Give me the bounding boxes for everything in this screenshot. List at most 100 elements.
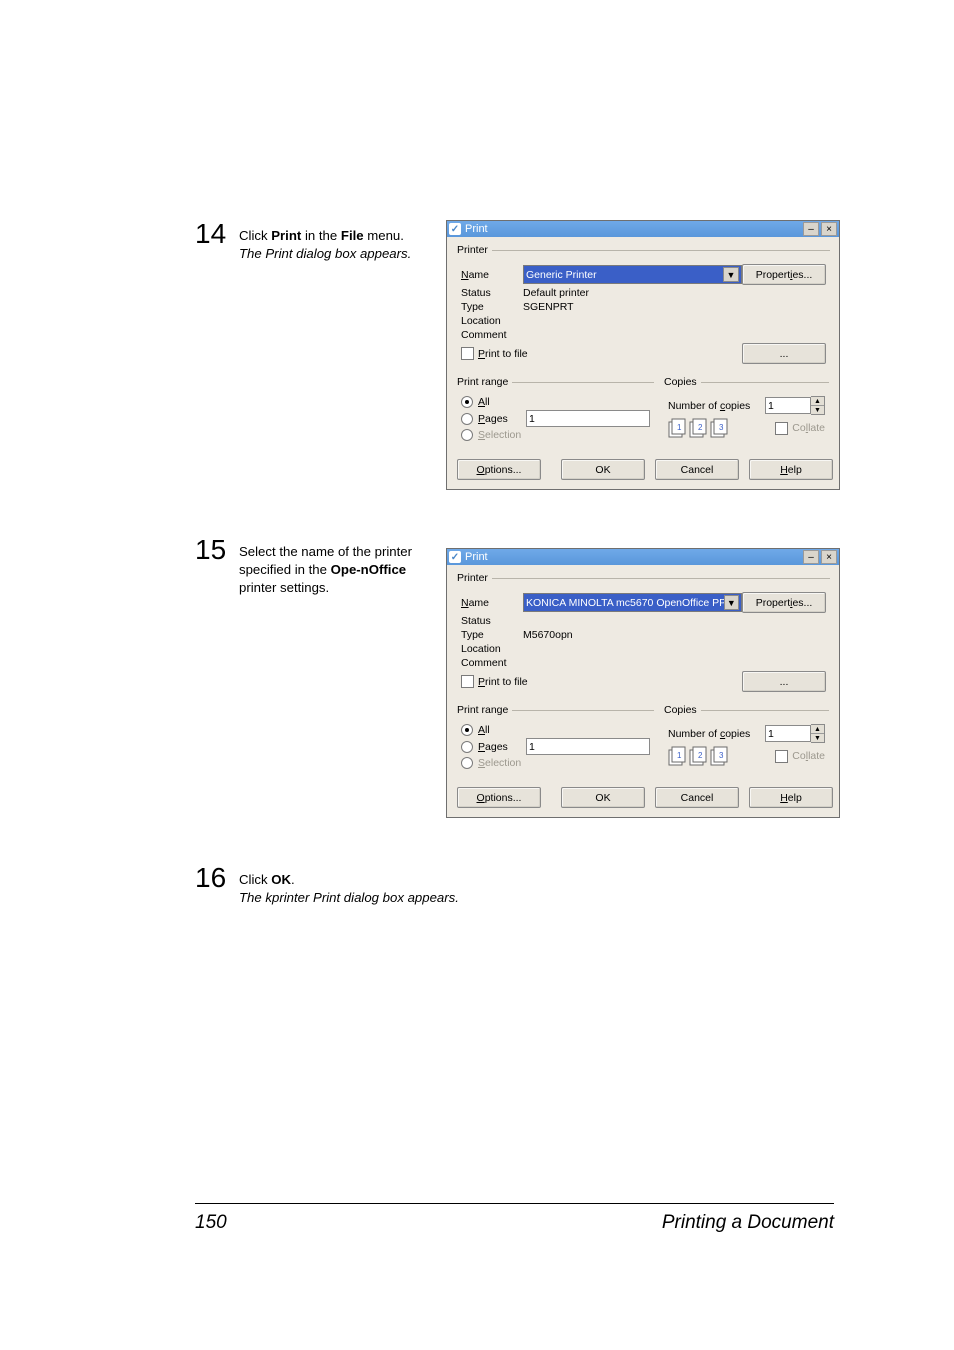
help-button[interactable]: Help [749, 459, 833, 480]
num-copies-input[interactable] [765, 725, 811, 742]
type-label: Type [461, 301, 523, 313]
spin-up-icon[interactable]: ▲ [811, 725, 824, 734]
range-all-label: All [478, 396, 490, 408]
dialog-button-row: Options... OK Cancel Help [457, 453, 829, 480]
text-bold: Ope-nOffice [331, 562, 406, 577]
printer-select[interactable]: Generic Printer ▼ [523, 265, 742, 284]
name-label: Name [461, 269, 523, 281]
num-copies-label: Number of copies [668, 728, 765, 740]
print-to-file-label: Print to file [478, 676, 528, 688]
range-all-radio[interactable] [461, 724, 473, 736]
type-label: Type [461, 629, 523, 641]
options-button[interactable]: Options... [457, 459, 541, 480]
range-selection-radio[interactable] [461, 757, 473, 769]
range-all-radio[interactable] [461, 396, 473, 408]
copies-group: Copies Number of copies ▲▼ [664, 376, 829, 447]
properties-button[interactable]: Properties... [742, 592, 826, 613]
text-bold: File [341, 228, 364, 243]
close-button[interactable]: × [821, 550, 837, 564]
text: menu. [364, 228, 404, 243]
name-label: Name [461, 597, 523, 609]
page-number: 150 [195, 1212, 227, 1234]
text-bold: OK [271, 872, 291, 887]
text: printer settings. [239, 580, 329, 595]
minimize-button[interactable]: – [803, 222, 819, 236]
svg-text:1: 1 [677, 423, 682, 432]
svg-text:3: 3 [719, 751, 724, 760]
svg-text:1: 1 [677, 751, 682, 760]
print-dialog: ✓ Print – × Printer Name Generic Pri [446, 220, 840, 490]
text: Click [239, 228, 271, 243]
range-selection-radio[interactable] [461, 429, 473, 441]
ok-button[interactable]: OK [561, 459, 645, 480]
printer-select[interactable]: KONICA MINOLTA mc5670 OpenOffice PPD ▼ [523, 593, 742, 612]
step-14: 14 Click Print in the File menu. The Pri… [195, 220, 840, 490]
window-icon: ✓ [449, 551, 461, 563]
svg-text:2: 2 [698, 423, 703, 432]
ok-button[interactable]: OK [561, 787, 645, 808]
print-to-file-label: Print to file [478, 348, 528, 360]
step-number: 16 [195, 864, 239, 892]
collate-checkbox[interactable] [775, 422, 788, 435]
location-label: Location [461, 643, 523, 655]
step-15: 15 Select the name of the printer specif… [195, 536, 840, 818]
collate-label: Collate [792, 750, 825, 762]
help-button[interactable]: Help [749, 787, 833, 808]
titlebar: ✓ Print – × [447, 549, 839, 565]
num-copies-spinner[interactable]: ▲▼ [765, 396, 825, 415]
step-16: 16 Click OK. The kprinter Print dialog b… [195, 864, 840, 907]
cancel-button[interactable]: Cancel [655, 787, 739, 808]
group-label: Printer [457, 244, 492, 256]
printer-select-value: Generic Printer [526, 269, 597, 281]
file-browse-button[interactable]: ... [742, 343, 826, 364]
comment-label: Comment [461, 329, 523, 341]
collate-checkbox[interactable] [775, 750, 788, 763]
minimize-button[interactable]: – [803, 550, 819, 564]
text-italic: The Print dialog box appears. [239, 246, 411, 261]
print-to-file-checkbox[interactable] [461, 347, 474, 360]
close-button[interactable]: × [821, 222, 837, 236]
range-pages-radio[interactable] [461, 413, 473, 425]
properties-button[interactable]: Properties... [742, 264, 826, 285]
step-number: 15 [195, 536, 239, 564]
range-all-label: All [478, 724, 490, 736]
titlebar: ✓ Print – × [447, 221, 839, 237]
figure-dialog-2: ✓ Print – × Printer Name KONICA MINO [446, 536, 840, 818]
text-bold: Print [271, 228, 301, 243]
step-text: Select the name of the printer specified… [239, 536, 446, 598]
section-title: Printing a Document [662, 1212, 834, 1234]
dropdown-arrow-icon: ▼ [723, 267, 739, 282]
pages-input[interactable] [526, 738, 650, 755]
dialog-button-row: Options... OK Cancel Help [457, 781, 829, 808]
group-label: Copies [664, 704, 701, 716]
range-pages-label: Pages [478, 413, 526, 425]
status-label: Status [461, 615, 523, 627]
num-copies-spinner[interactable]: ▲▼ [765, 724, 825, 743]
window-icon: ✓ [449, 223, 461, 235]
group-label: Copies [664, 376, 701, 388]
location-label: Location [461, 315, 523, 327]
num-copies-input[interactable] [765, 397, 811, 414]
file-browse-button[interactable]: ... [742, 671, 826, 692]
print-to-file-checkbox[interactable] [461, 675, 474, 688]
print-range-group: Print range All Pages Selection [457, 376, 654, 447]
text: . [291, 872, 295, 887]
document-page: 14 Click Print in the File menu. The Pri… [0, 0, 954, 1350]
content-area: 14 Click Print in the File menu. The Pri… [195, 220, 840, 953]
step-number: 14 [195, 220, 239, 248]
spin-down-icon[interactable]: ▼ [811, 734, 824, 742]
type-value: SGENPRT [523, 301, 574, 313]
copies-group: Copies Number of copies ▲▼ [664, 704, 829, 775]
pages-input[interactable] [526, 410, 650, 427]
svg-text:3: 3 [719, 423, 724, 432]
figure-dialog-1: ✓ Print – × Printer Name Generic Pri [446, 220, 840, 490]
range-pages-radio[interactable] [461, 741, 473, 753]
cancel-button[interactable]: Cancel [655, 459, 739, 480]
printer-group: Printer Name Generic Printer ▼ Propertie… [457, 244, 830, 370]
spin-down-icon[interactable]: ▼ [811, 406, 824, 414]
page-footer: 150 Printing a Document [195, 1203, 834, 1234]
options-button[interactable]: Options... [457, 787, 541, 808]
type-value: M5670opn [523, 629, 573, 641]
step-text: Click Print in the File menu. The Print … [239, 220, 446, 263]
spin-up-icon[interactable]: ▲ [811, 397, 824, 406]
